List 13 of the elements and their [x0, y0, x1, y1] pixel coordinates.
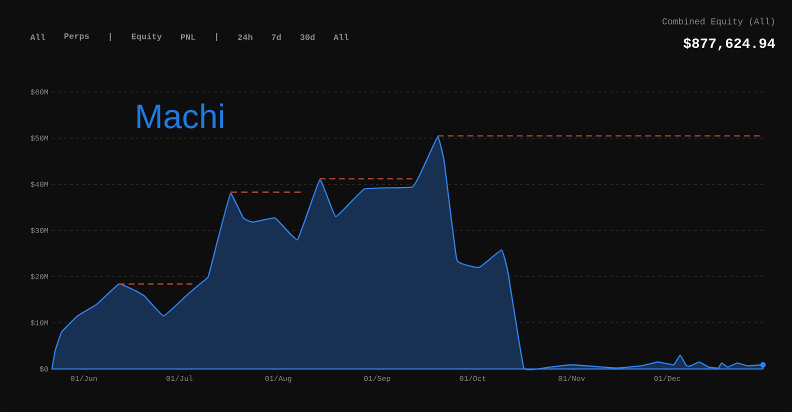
annotation: Machi	[137, 104, 224, 128]
text: |	[110, 32, 111, 42]
text: $877,624.94	[684, 38, 776, 50]
text: All	[30, 34, 46, 40]
text: 7d	[272, 34, 281, 40]
text: |	[216, 32, 218, 42]
text: 30d	[300, 34, 315, 40]
text: PNL	[180, 34, 196, 40]
text: 24h	[238, 34, 252, 40]
text: Equity	[132, 33, 162, 41]
text: Combined Equity (All)	[662, 18, 774, 26]
text: All	[334, 34, 348, 40]
text: Perps	[64, 33, 89, 41]
